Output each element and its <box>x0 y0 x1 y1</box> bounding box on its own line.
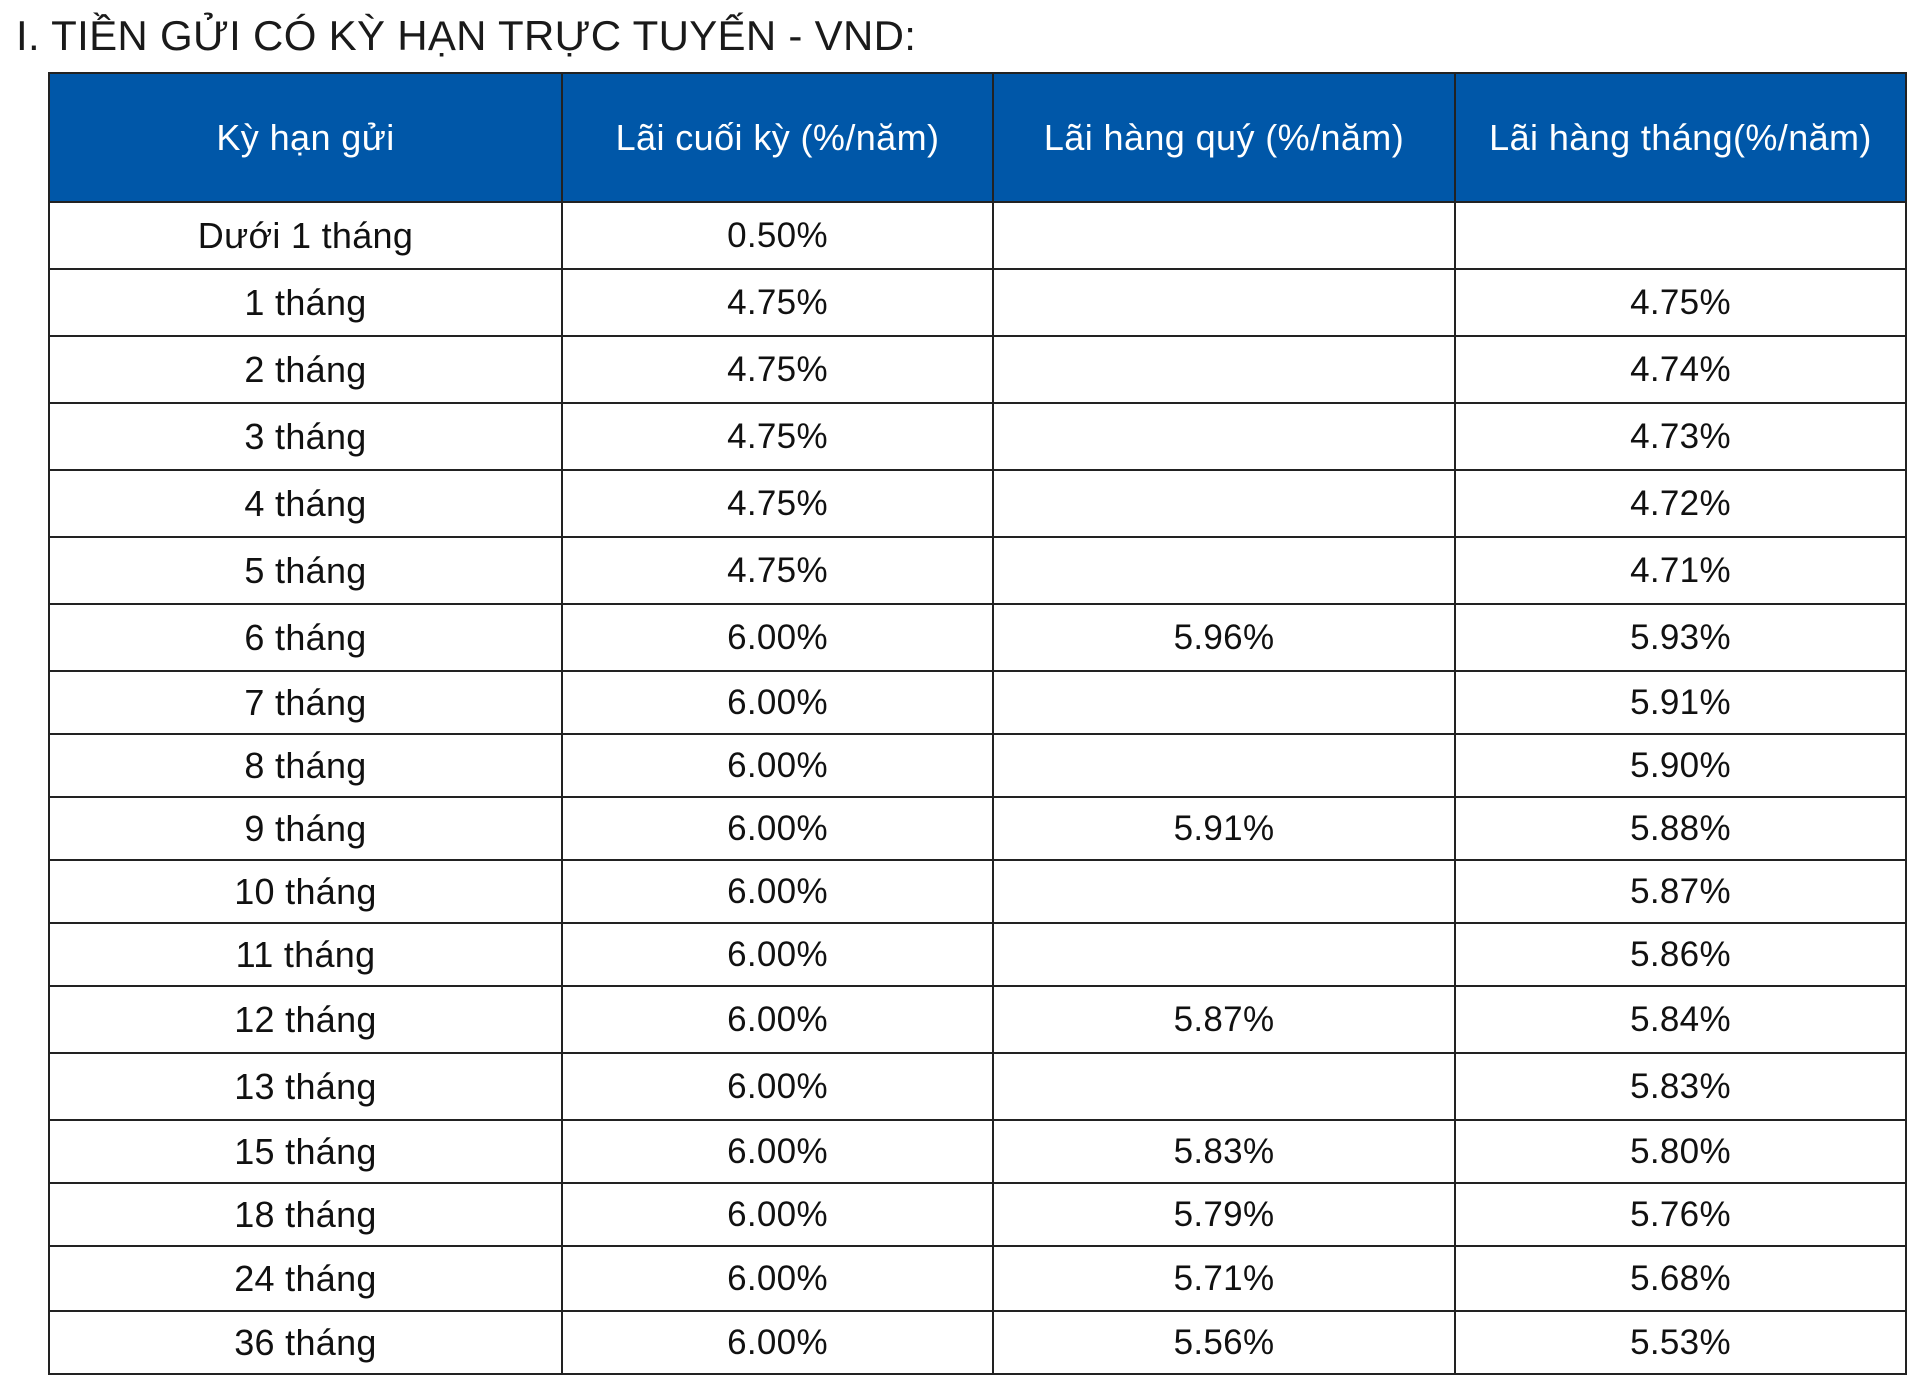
cell-quarterly-rate <box>992 1052 1456 1121</box>
cell-quarterly-rate: 5.71% <box>992 1245 1456 1312</box>
table-row: 4 tháng 4.75% 4.72% <box>48 469 1907 538</box>
cell-term: 12 tháng <box>48 985 563 1054</box>
cell-quarterly-rate <box>992 733 1456 798</box>
table-row: 8 tháng 6.00% 5.90% <box>48 733 1907 798</box>
cell-monthly-rate: 5.68% <box>1454 1245 1907 1312</box>
cell-monthly-rate: 5.84% <box>1454 985 1907 1054</box>
cell-monthly-rate: 5.76% <box>1454 1182 1907 1247</box>
cell-term: 11 tháng <box>48 922 563 987</box>
table-row: Dưới 1 tháng 0.50% <box>48 201 1907 270</box>
cell-end-of-term-rate: 0.50% <box>561 201 994 270</box>
cell-monthly-rate: 5.90% <box>1454 733 1907 798</box>
cell-end-of-term-rate: 6.00% <box>561 670 994 735</box>
header-row: Kỳ hạn gửi Lãi cuối kỳ (%/năm) Lãi hàng … <box>48 72 1907 203</box>
cell-monthly-rate <box>1454 201 1907 270</box>
cell-quarterly-rate <box>992 201 1456 270</box>
table-row: 1 tháng 4.75% 4.75% <box>48 268 1907 337</box>
cell-end-of-term-rate: 6.00% <box>561 733 994 798</box>
cell-quarterly-rate: 5.91% <box>992 796 1456 861</box>
cell-quarterly-rate: 5.56% <box>992 1310 1456 1375</box>
cell-end-of-term-rate: 6.00% <box>561 1245 994 1312</box>
table-row: 5 tháng 4.75% 4.71% <box>48 536 1907 605</box>
table-body: Dưới 1 tháng 0.50% 1 tháng 4.75% 4.75% 2 thán… <box>48 201 1907 1375</box>
cell-term: 10 tháng <box>48 859 563 924</box>
cell-monthly-rate: 4.74% <box>1454 335 1907 404</box>
cell-monthly-rate: 5.86% <box>1454 922 1907 987</box>
cell-term: 8 tháng <box>48 733 563 798</box>
cell-monthly-rate: 4.75% <box>1454 268 1907 337</box>
cell-monthly-rate: 5.53% <box>1454 1310 1907 1375</box>
cell-end-of-term-rate: 4.75% <box>561 469 994 538</box>
cell-monthly-rate: 5.91% <box>1454 670 1907 735</box>
cell-term: 4 tháng <box>48 469 563 538</box>
cell-end-of-term-rate: 6.00% <box>561 1182 994 1247</box>
cell-end-of-term-rate: 6.00% <box>561 796 994 861</box>
cell-monthly-rate: 5.87% <box>1454 859 1907 924</box>
cell-monthly-rate: 5.93% <box>1454 603 1907 672</box>
table-row: 11 tháng 6.00% 5.86% <box>48 922 1907 987</box>
cell-end-of-term-rate: 6.00% <box>561 1052 994 1121</box>
cell-end-of-term-rate: 6.00% <box>561 985 994 1054</box>
interest-rate-table: Kỳ hạn gửi Lãi cuối kỳ (%/năm) Lãi hàng … <box>48 72 1907 1375</box>
cell-term: 9 tháng <box>48 796 563 861</box>
cell-term: 5 tháng <box>48 536 563 605</box>
cell-monthly-rate: 4.71% <box>1454 536 1907 605</box>
cell-end-of-term-rate: 6.00% <box>561 1119 994 1184</box>
cell-monthly-rate: 4.73% <box>1454 402 1907 471</box>
table-row: 10 tháng 6.00% 5.87% <box>48 859 1907 924</box>
cell-term: 15 tháng <box>48 1119 563 1184</box>
cell-quarterly-rate <box>992 335 1456 404</box>
cell-term: 36 tháng <box>48 1310 563 1375</box>
table-row: 24 tháng 6.00% 5.71% 5.68% <box>48 1245 1907 1312</box>
cell-end-of-term-rate: 4.75% <box>561 335 994 404</box>
table-row: 18 tháng 6.00% 5.79% 5.76% <box>48 1182 1907 1247</box>
cell-quarterly-rate <box>992 268 1456 337</box>
cell-monthly-rate: 5.80% <box>1454 1119 1907 1184</box>
cell-term: 6 tháng <box>48 603 563 672</box>
cell-end-of-term-rate: 6.00% <box>561 859 994 924</box>
header-monthly-rate: Lãi hàng tháng(%/năm) <box>1454 72 1907 203</box>
cell-term: 3 tháng <box>48 402 563 471</box>
cell-quarterly-rate: 5.83% <box>992 1119 1456 1184</box>
cell-monthly-rate: 5.88% <box>1454 796 1907 861</box>
section-title: I. TIỀN GỬI CÓ KỲ HẠN TRỰC TUYẾN - VND: <box>16 12 917 59</box>
table-row: 6 tháng 6.00% 5.96% 5.93% <box>48 603 1907 672</box>
cell-quarterly-rate: 5.96% <box>992 603 1456 672</box>
cell-term: 24 tháng <box>48 1245 563 1312</box>
cell-monthly-rate: 4.72% <box>1454 469 1907 538</box>
table-row: 9 tháng 6.00% 5.91% 5.88% <box>48 796 1907 861</box>
cell-term: 7 tháng <box>48 670 563 735</box>
table-row: 12 tháng 6.00% 5.87% 5.84% <box>48 985 1907 1054</box>
cell-quarterly-rate: 5.87% <box>992 985 1456 1054</box>
header-term: Kỳ hạn gửi <box>48 72 563 203</box>
table-row: 7 tháng 6.00% 5.91% <box>48 670 1907 735</box>
cell-term: 18 tháng <box>48 1182 563 1247</box>
table-row: 36 tháng 6.00% 5.56% 5.53% <box>48 1310 1907 1375</box>
cell-term: 13 tháng <box>48 1052 563 1121</box>
cell-term: 1 tháng <box>48 268 563 337</box>
cell-end-of-term-rate: 6.00% <box>561 1310 994 1375</box>
table-row: 13 tháng 6.00% 5.83% <box>48 1052 1907 1121</box>
header-quarterly-rate: Lãi hàng quý (%/năm) <box>992 72 1456 203</box>
cell-end-of-term-rate: 6.00% <box>561 603 994 672</box>
cell-end-of-term-rate: 6.00% <box>561 922 994 987</box>
cell-quarterly-rate <box>992 536 1456 605</box>
cell-term: 2 tháng <box>48 335 563 404</box>
table-row: 15 tháng 6.00% 5.83% 5.80% <box>48 1119 1907 1184</box>
cell-quarterly-rate <box>992 469 1456 538</box>
cell-term: Dưới 1 tháng <box>48 201 563 270</box>
cell-end-of-term-rate: 4.75% <box>561 268 994 337</box>
table-header: Kỳ hạn gửi Lãi cuối kỳ (%/năm) Lãi hàng … <box>48 72 1907 203</box>
table-row: 3 tháng 4.75% 4.73% <box>48 402 1907 471</box>
cell-quarterly-rate <box>992 402 1456 471</box>
cell-quarterly-rate <box>992 859 1456 924</box>
cell-end-of-term-rate: 4.75% <box>561 536 994 605</box>
table-row: 2 tháng 4.75% 4.74% <box>48 335 1907 404</box>
cell-quarterly-rate <box>992 670 1456 735</box>
cell-quarterly-rate: 5.79% <box>992 1182 1456 1247</box>
header-end-of-term-rate: Lãi cuối kỳ (%/năm) <box>561 72 994 203</box>
cell-end-of-term-rate: 4.75% <box>561 402 994 471</box>
cell-quarterly-rate <box>992 922 1456 987</box>
cell-monthly-rate: 5.83% <box>1454 1052 1907 1121</box>
